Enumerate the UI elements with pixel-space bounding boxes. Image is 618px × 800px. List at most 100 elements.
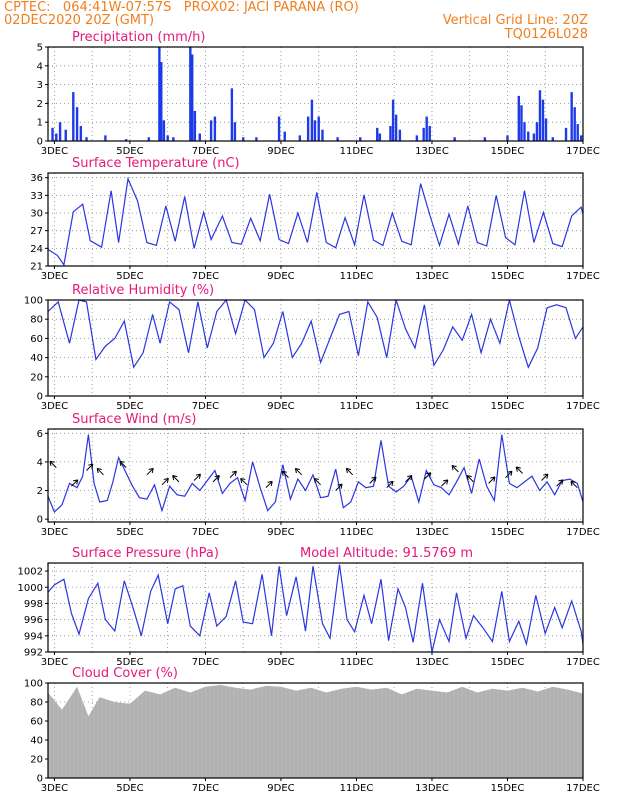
precip-bar (506, 135, 509, 141)
y-tick-label: 994 (24, 631, 43, 642)
precip-bar (376, 127, 379, 141)
wind-arrow (229, 470, 237, 478)
wind-arrow-head (267, 480, 273, 487)
wind-arrow-shaft (119, 460, 127, 468)
y-tick-label: 1 (37, 118, 43, 129)
x-tick-label: 9DEC (267, 146, 294, 157)
wind-arrow-shaft (49, 460, 57, 468)
y-tick-label: 2 (37, 486, 43, 497)
precip-bar (398, 129, 402, 141)
x-tick-label: 5DEC (116, 146, 143, 157)
y-tick-label: 0 (37, 774, 43, 785)
wind-arrow-shaft (161, 478, 169, 486)
precip-bar (233, 122, 237, 141)
precip-bar (453, 137, 456, 141)
y-tick-label: 40 (30, 353, 43, 364)
wind-arrow (146, 467, 154, 476)
plot-frame (47, 172, 584, 267)
precip-bar (166, 135, 169, 141)
wind-arrow (161, 477, 169, 486)
precip-bar (189, 47, 192, 141)
wind-arrow-shaft (441, 479, 449, 487)
x-tick-label: 11DEC (340, 401, 374, 412)
wind-arrow-head (96, 467, 102, 474)
y-tick-label: 100 (24, 296, 43, 307)
wind-arrow (265, 480, 273, 489)
precip-bar (535, 122, 539, 141)
wind-arrow-shaft (386, 480, 394, 489)
wind-arrow-shaft (541, 473, 549, 481)
y-tick-label: 3 (37, 80, 43, 91)
x-tick-label: 15DEC (491, 146, 525, 157)
wind-arrow (424, 472, 432, 480)
plot-frame (47, 682, 584, 779)
plot-frame (47, 428, 584, 523)
model-id: TQ0126L028 (504, 27, 588, 42)
precip-bar (85, 137, 88, 141)
y-tick-label: 30 (30, 209, 43, 220)
wind-arrow-shaft (369, 476, 377, 484)
series-line (47, 176, 584, 267)
y-tick-label: 100 (24, 679, 43, 690)
y-tick-label: 996 (24, 615, 43, 626)
x-tick-label: 13DEC (415, 146, 449, 157)
precip-bar (79, 125, 83, 141)
precip-bar (124, 139, 128, 141)
x-tick-label: 13DEC (415, 271, 449, 282)
panel-1: 0 1 2 3 4 5 3DEC 5DEC 7DEC 9DEC 11DEC 13DEC 15DEC 17D… (37, 30, 600, 157)
precip-bar (538, 90, 542, 141)
precip-bar (394, 114, 398, 141)
precip-bar (298, 135, 302, 141)
precip-bar (283, 131, 286, 141)
precip-bar (75, 107, 79, 141)
y-tick-label: 1000 (18, 583, 43, 594)
y-tick-label: 24 (30, 244, 43, 255)
wind-arrow-shaft (146, 468, 154, 476)
x-tick-label: 13DEC (415, 783, 449, 794)
wind-arrow-head (570, 480, 576, 487)
wind-arrow (466, 475, 474, 483)
precip-bar (255, 137, 258, 141)
wind-arrow (193, 473, 201, 481)
wind-arrow-shaft (212, 475, 220, 483)
y-tick-label: 33 (30, 191, 43, 202)
x-tick-label: 17DEC (566, 401, 600, 412)
x-tick-label: 5DEC (116, 271, 143, 282)
x-tick-label: 9DEC (267, 657, 294, 668)
precip-bar (520, 105, 523, 141)
vertical-grid-note: Vertical Grid Line: 20Z (442, 13, 588, 28)
wind-arrow (386, 480, 394, 489)
y-tick-label: 6 (37, 429, 43, 440)
wind-arrow-head (490, 476, 496, 482)
precip-bar (198, 133, 201, 141)
x-tick-label: 17DEC (566, 271, 600, 282)
x-tick-label: 13DEC (415, 401, 449, 412)
precip-bar (317, 116, 320, 141)
precip-bar (389, 125, 392, 141)
x-tick-label: 9DEC (267, 271, 294, 282)
precip-bar (551, 137, 554, 141)
x-tick-label: 9DEC (267, 401, 294, 412)
wind-arrow (556, 479, 564, 487)
precip-bar (306, 116, 310, 141)
wind-arrow-head (558, 479, 564, 485)
precip-bar (570, 92, 573, 141)
precip-bar (378, 133, 382, 141)
x-tick-label: 15DEC (491, 527, 525, 538)
y-tick-label: 80 (30, 698, 43, 709)
wind-arrow (212, 475, 220, 483)
x-tick-label: 11DEC (340, 146, 374, 157)
wind-arrow-head (388, 480, 394, 487)
y-tick-label: 60 (30, 334, 43, 345)
precip-bar (172, 137, 175, 141)
x-tick-label: 7DEC (192, 146, 219, 157)
panel-6: 0 20 40 60 80 100 3DEC 5DEC 7DEC 9DEC 11DEC 13DEC 15… (24, 666, 600, 794)
wind-arrow-head (163, 477, 169, 484)
wind-arrow (405, 475, 413, 483)
y-tick-label: 21 (30, 262, 43, 273)
y-tick-label: 40 (30, 736, 43, 747)
series-line (47, 298, 584, 369)
x-tick-label: 13DEC (415, 527, 449, 538)
wind-arrow-head (172, 475, 178, 481)
